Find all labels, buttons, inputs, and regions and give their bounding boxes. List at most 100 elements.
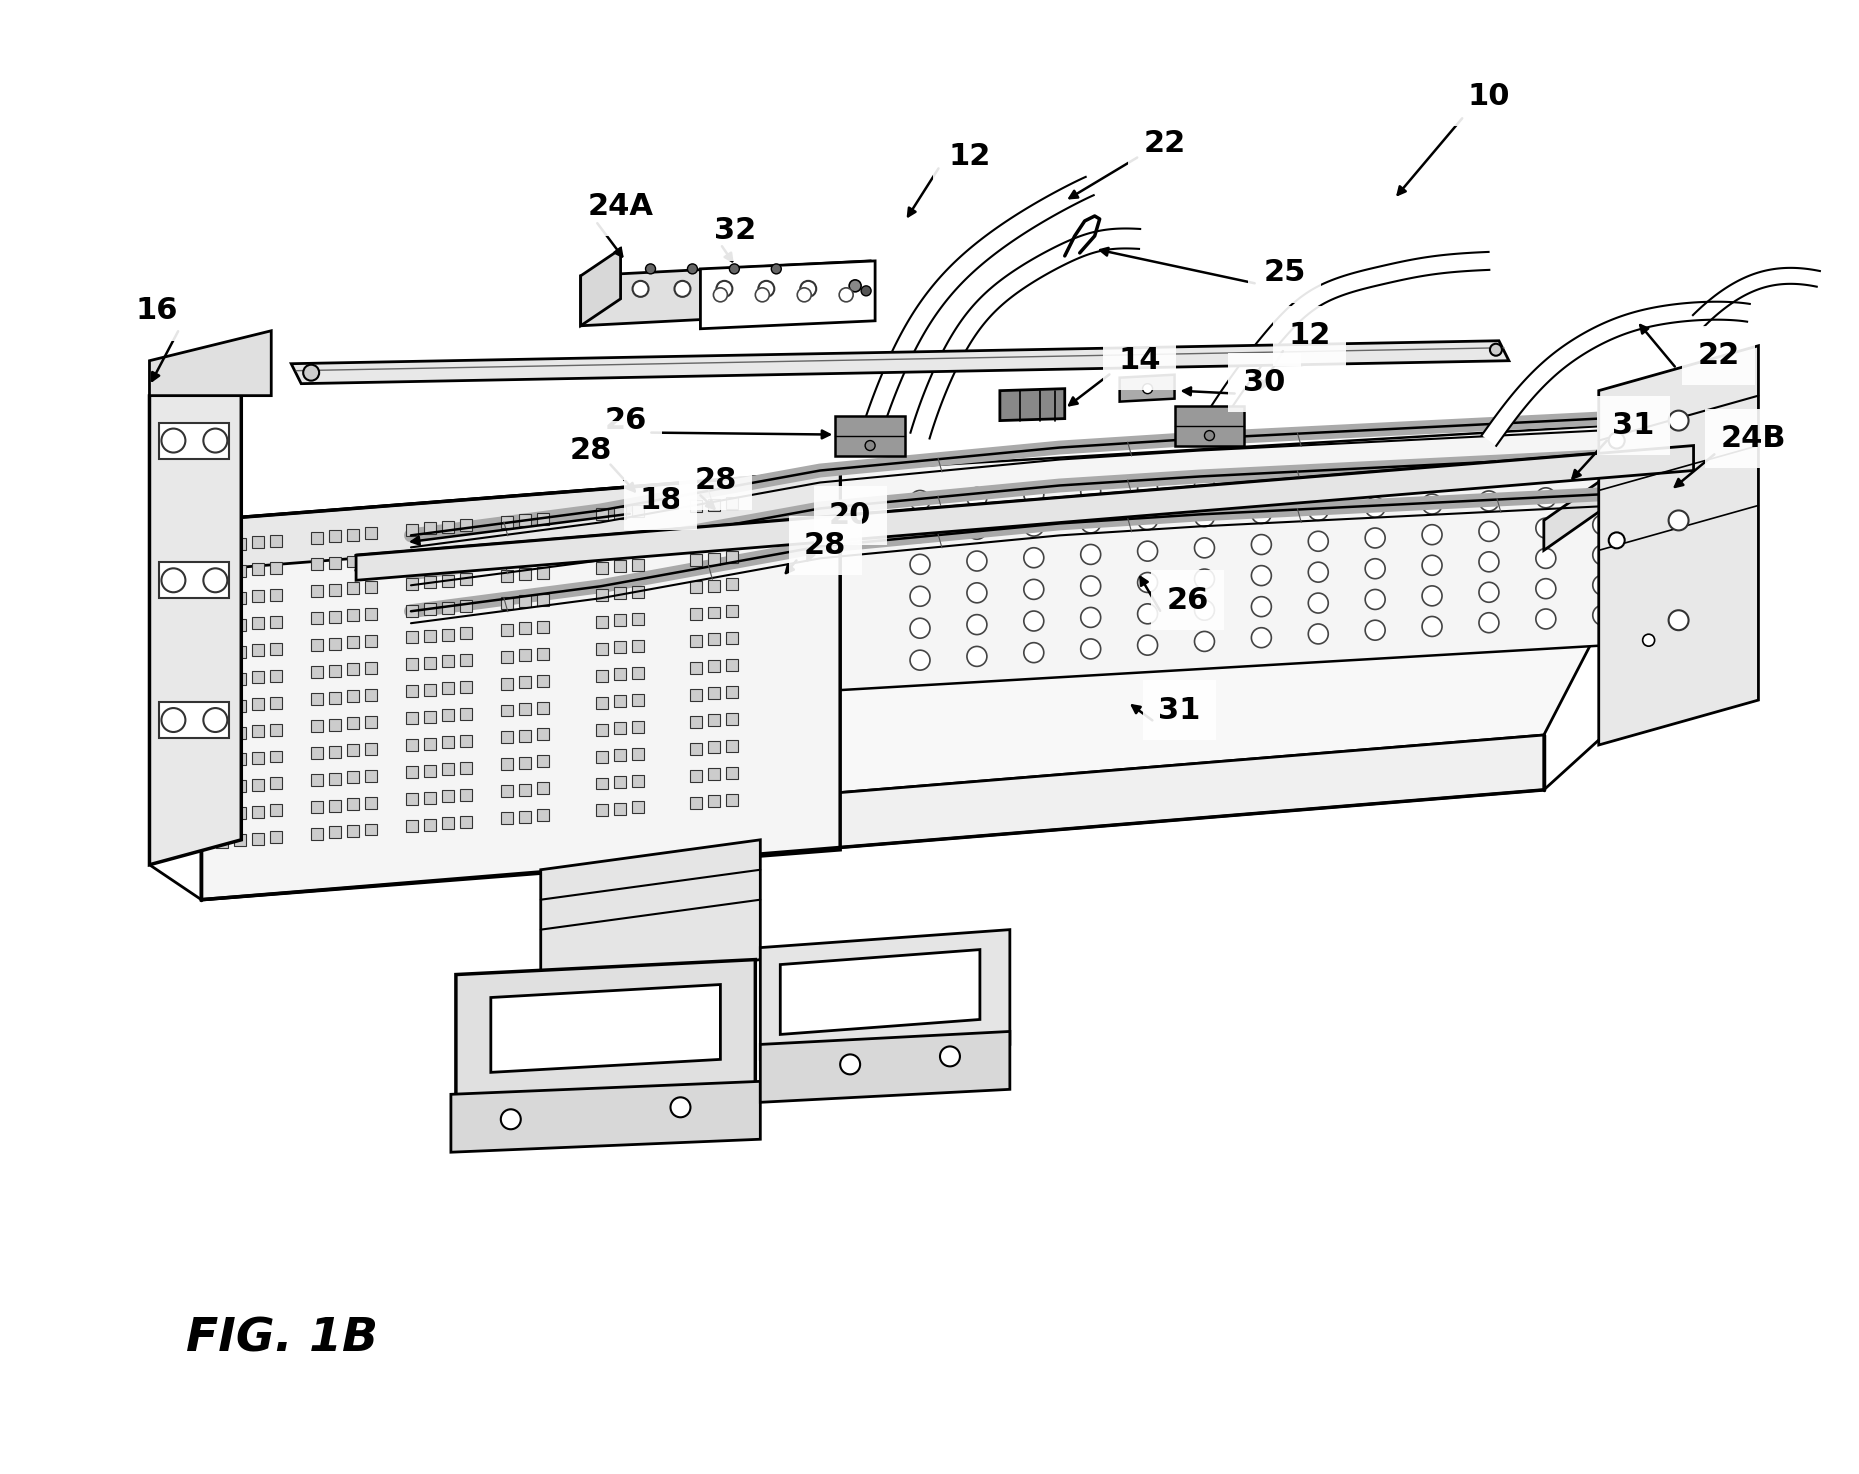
Circle shape xyxy=(716,282,732,296)
Polygon shape xyxy=(234,538,245,550)
Polygon shape xyxy=(519,595,532,607)
Circle shape xyxy=(500,1110,521,1129)
Polygon shape xyxy=(840,420,1694,690)
Polygon shape xyxy=(537,728,548,740)
Circle shape xyxy=(1480,491,1498,511)
Polygon shape xyxy=(632,532,643,544)
Polygon shape xyxy=(405,631,418,644)
Polygon shape xyxy=(310,747,323,759)
Polygon shape xyxy=(348,744,359,756)
Polygon shape xyxy=(459,708,472,719)
Polygon shape xyxy=(329,799,340,812)
Polygon shape xyxy=(234,565,245,576)
Circle shape xyxy=(1195,631,1214,652)
Polygon shape xyxy=(595,590,608,601)
Circle shape xyxy=(688,264,697,274)
Polygon shape xyxy=(364,716,377,728)
Circle shape xyxy=(1080,513,1101,534)
Polygon shape xyxy=(364,662,377,674)
Circle shape xyxy=(671,1097,690,1117)
Polygon shape xyxy=(595,750,608,762)
Polygon shape xyxy=(442,790,454,802)
Circle shape xyxy=(1480,460,1498,481)
Polygon shape xyxy=(310,612,323,625)
Polygon shape xyxy=(708,715,721,727)
Circle shape xyxy=(203,708,227,733)
Text: 28: 28 xyxy=(803,531,846,560)
Polygon shape xyxy=(595,724,608,736)
Text: 24A: 24A xyxy=(587,192,654,221)
Polygon shape xyxy=(234,753,245,765)
Polygon shape xyxy=(201,445,1694,845)
Polygon shape xyxy=(149,370,242,865)
Circle shape xyxy=(771,264,781,274)
Circle shape xyxy=(1649,601,1669,622)
Polygon shape xyxy=(595,643,608,654)
Polygon shape xyxy=(452,1082,760,1153)
Circle shape xyxy=(162,429,186,453)
Polygon shape xyxy=(613,560,626,572)
Circle shape xyxy=(203,569,227,593)
Polygon shape xyxy=(595,509,608,520)
Circle shape xyxy=(1536,609,1556,629)
Polygon shape xyxy=(519,811,532,822)
Polygon shape xyxy=(708,606,721,619)
Polygon shape xyxy=(405,604,418,616)
Polygon shape xyxy=(201,470,840,899)
Polygon shape xyxy=(537,809,548,821)
Polygon shape xyxy=(149,330,271,395)
Polygon shape xyxy=(500,678,513,690)
Circle shape xyxy=(1138,635,1158,654)
Polygon shape xyxy=(595,535,608,547)
Polygon shape xyxy=(270,777,283,790)
Polygon shape xyxy=(727,497,738,509)
Polygon shape xyxy=(348,690,359,702)
Polygon shape xyxy=(424,629,435,643)
Polygon shape xyxy=(632,506,643,517)
Polygon shape xyxy=(727,685,738,697)
Text: FIG. 1B: FIG. 1B xyxy=(186,1316,379,1362)
Circle shape xyxy=(1593,575,1614,595)
Polygon shape xyxy=(861,177,1093,439)
Polygon shape xyxy=(253,563,264,575)
Polygon shape xyxy=(632,774,643,787)
Text: 28: 28 xyxy=(569,436,612,464)
Circle shape xyxy=(911,618,930,638)
Circle shape xyxy=(1422,585,1443,606)
Polygon shape xyxy=(253,778,264,792)
Polygon shape xyxy=(760,930,1009,1060)
Circle shape xyxy=(1024,485,1043,504)
Polygon shape xyxy=(613,588,626,600)
Polygon shape xyxy=(329,638,340,650)
Polygon shape xyxy=(442,682,454,694)
Polygon shape xyxy=(364,688,377,700)
Polygon shape xyxy=(234,591,245,604)
Circle shape xyxy=(1365,559,1385,579)
Circle shape xyxy=(1489,343,1502,355)
Polygon shape xyxy=(690,635,703,647)
Circle shape xyxy=(1309,562,1327,582)
Circle shape xyxy=(162,569,186,593)
Polygon shape xyxy=(270,724,283,736)
Circle shape xyxy=(1422,616,1443,637)
Circle shape xyxy=(1251,628,1272,647)
Polygon shape xyxy=(270,697,283,709)
Polygon shape xyxy=(310,721,323,733)
Polygon shape xyxy=(459,547,472,559)
Polygon shape xyxy=(160,702,229,738)
Text: 28: 28 xyxy=(693,466,736,495)
Circle shape xyxy=(1080,482,1101,501)
Polygon shape xyxy=(613,615,626,626)
Circle shape xyxy=(1649,511,1669,532)
Polygon shape xyxy=(310,800,323,814)
Circle shape xyxy=(1593,454,1614,475)
Polygon shape xyxy=(234,672,245,684)
Polygon shape xyxy=(708,579,721,591)
Polygon shape xyxy=(537,675,548,687)
Circle shape xyxy=(1138,479,1158,498)
Polygon shape xyxy=(708,687,721,699)
Circle shape xyxy=(673,881,688,898)
Polygon shape xyxy=(537,594,548,606)
Text: 31: 31 xyxy=(1612,411,1655,441)
Circle shape xyxy=(1195,569,1214,590)
